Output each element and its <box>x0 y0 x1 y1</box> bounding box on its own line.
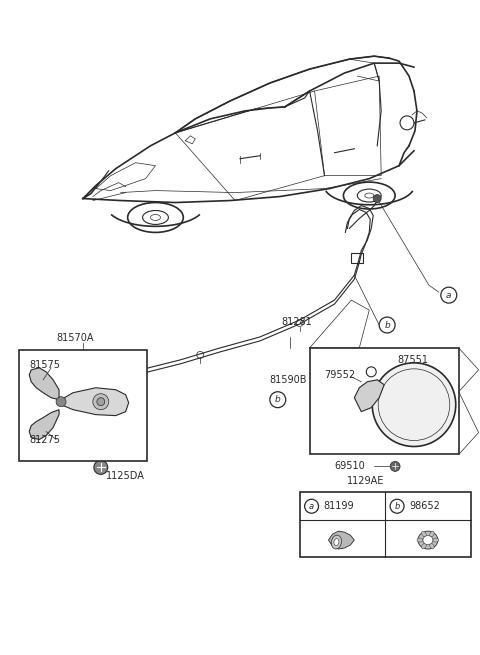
Text: 81281: 81281 <box>282 317 312 327</box>
Text: 81275: 81275 <box>29 434 60 445</box>
Bar <box>300 493 471 557</box>
Polygon shape <box>59 388 129 416</box>
Ellipse shape <box>334 538 339 546</box>
Polygon shape <box>29 409 59 440</box>
Text: 81570A: 81570A <box>56 333 94 343</box>
Text: 81199: 81199 <box>324 501 354 512</box>
Text: 87551: 87551 <box>397 355 428 365</box>
Ellipse shape <box>423 536 433 544</box>
Text: a: a <box>309 502 314 511</box>
Text: 81590B: 81590B <box>270 375 307 384</box>
Bar <box>19 350 146 461</box>
Ellipse shape <box>418 531 438 549</box>
Polygon shape <box>29 368 59 400</box>
Text: 98652: 98652 <box>409 501 440 512</box>
Circle shape <box>270 392 286 407</box>
Circle shape <box>56 397 66 407</box>
Circle shape <box>441 287 457 303</box>
Ellipse shape <box>421 544 426 549</box>
Circle shape <box>373 195 381 202</box>
Text: 69510: 69510 <box>335 461 365 472</box>
Circle shape <box>390 461 400 472</box>
Circle shape <box>390 499 404 514</box>
Ellipse shape <box>331 535 341 549</box>
Polygon shape <box>354 380 384 411</box>
Text: 1125DA: 1125DA <box>106 472 144 481</box>
Circle shape <box>305 499 319 514</box>
Ellipse shape <box>430 544 434 549</box>
Text: b: b <box>275 395 281 404</box>
Ellipse shape <box>433 538 439 542</box>
Circle shape <box>94 460 108 474</box>
Text: 81575: 81575 <box>29 360 60 370</box>
Circle shape <box>379 317 395 333</box>
Ellipse shape <box>421 531 426 537</box>
Text: 79552: 79552 <box>324 370 356 380</box>
Text: a: a <box>446 291 452 299</box>
Text: b: b <box>395 502 400 511</box>
Circle shape <box>93 394 109 409</box>
Text: b: b <box>384 320 390 329</box>
Bar <box>351 253 363 263</box>
Polygon shape <box>328 531 354 549</box>
Bar <box>310 348 459 455</box>
Circle shape <box>97 398 105 405</box>
Ellipse shape <box>430 531 434 537</box>
Text: 1129AE: 1129AE <box>348 476 385 487</box>
Circle shape <box>372 363 456 447</box>
Ellipse shape <box>417 538 423 542</box>
